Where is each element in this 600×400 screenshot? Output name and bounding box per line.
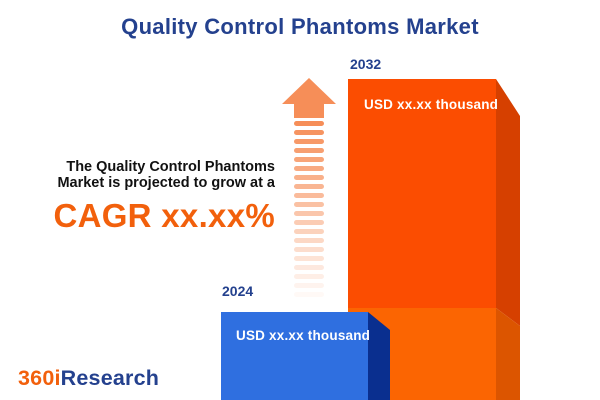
arrow-head-icon bbox=[282, 78, 336, 118]
bar-2024-front bbox=[221, 312, 368, 400]
arrow-head-shape bbox=[282, 78, 336, 118]
page-title: Quality Control Phantoms Market bbox=[121, 14, 479, 39]
description-line-2: Market is projected to grow at a bbox=[57, 174, 275, 191]
arrow-stripes bbox=[282, 121, 336, 297]
brand-logo: 360iResearch bbox=[18, 366, 159, 391]
bar-label-2032: 2032 bbox=[350, 56, 382, 72]
bar-2032 bbox=[348, 79, 520, 400]
bar-2032-side-lower bbox=[496, 308, 520, 400]
bar-label-2024: 2024 bbox=[222, 283, 254, 299]
bar-2024-side bbox=[368, 312, 390, 400]
logo-part-360i: 360i bbox=[18, 366, 61, 390]
description-block: The Quality Control Phantoms Market is p… bbox=[20, 159, 275, 235]
bar-2032-side-upper bbox=[496, 79, 520, 326]
bar-2024 bbox=[221, 312, 390, 400]
logo-part-research: Research bbox=[60, 366, 160, 390]
bar-2024-value-label: USD xx.xx thousand bbox=[236, 328, 371, 343]
bar-2032-value-label: USD xx.xx thousand bbox=[364, 97, 499, 112]
description-line-1: The Quality Control Phantoms bbox=[66, 159, 275, 175]
cagr-highlight: CAGR xx.xx% bbox=[53, 197, 275, 234]
bar-2032-front-upper bbox=[348, 79, 496, 308]
growth-arrow-icon bbox=[282, 78, 336, 301]
